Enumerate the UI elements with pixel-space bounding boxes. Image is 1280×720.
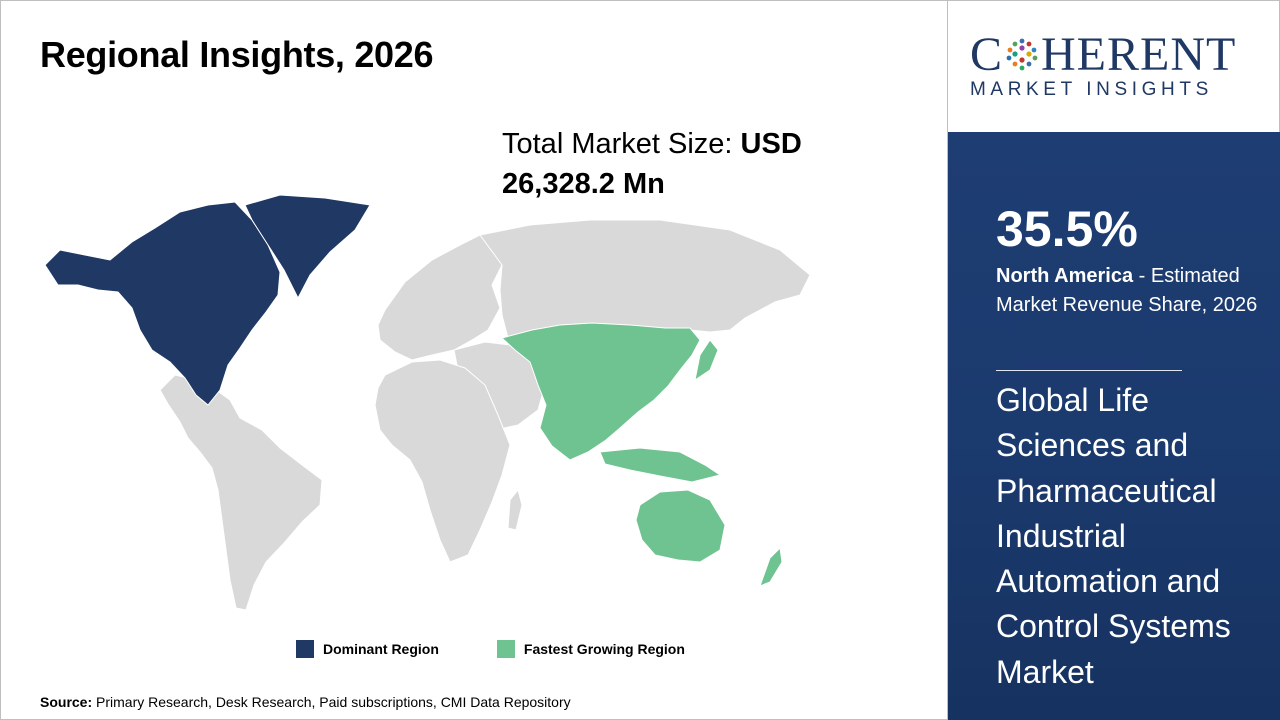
highlight-box (948, 132, 1280, 720)
map-region-madagascar (507, 488, 523, 531)
share-detail: - Estimated Market Revenue Share, 2026 (996, 265, 1258, 316)
market-size-prefix: USD (740, 128, 802, 160)
market-size-value: 26,328.2 Mn (502, 168, 665, 200)
world-map (44, 194, 811, 611)
map-region-japan (694, 339, 719, 382)
legend-swatch-dominant (296, 640, 314, 658)
legend-item-dominant: Dominant Region (296, 640, 439, 658)
logo-dot-globe-icon (1006, 38, 1038, 71)
legend-label-fastest: Fastest Growing Region (523, 641, 685, 657)
map-region-africa (374, 359, 511, 563)
map-legend: Dominant Region Fastest Growing Region (296, 640, 685, 658)
page-title: Regional Insights, 2026 (40, 34, 434, 75)
legend-swatch-fastest (496, 640, 515, 658)
map-region-latin-america (159, 374, 323, 611)
share-percent: 35.5% (996, 201, 1138, 257)
company-logo: C HERENT MARKET INSIGHTS (948, 0, 1280, 132)
source-text: Primary Research, Desk Research, Paid su… (96, 694, 571, 710)
legend-label-dominant: Dominant Region (323, 641, 439, 657)
map-region-north-america (44, 201, 281, 406)
logo-tagline: MARKET INSIGHTS (970, 79, 1213, 100)
map-region-europe (377, 234, 503, 361)
map-region-greenland (244, 194, 371, 300)
map-region-indonesia (599, 447, 722, 483)
total-market-size: Total Market Size: USD 26,328.2 Mn (502, 124, 842, 204)
source-note: Source: Primary Research, Desk Research,… (40, 694, 571, 710)
share-description: North America - Estimated Market Revenue… (996, 262, 1266, 320)
map-region-russia-central-asia (479, 219, 811, 341)
map-region-asia-pacific (500, 322, 701, 461)
legend-item-fastest: Fastest Growing Region (496, 640, 685, 658)
insight-panel: C HERENT MARKET INSIGHTS (948, 0, 1280, 720)
market-name: Global Life Sciences and Pharmaceutical … (996, 382, 1231, 690)
map-region-new-zealand (759, 546, 783, 587)
share-region: North America (996, 265, 1134, 287)
logo-wordmark: C HERENT (970, 28, 1237, 81)
source-label: Source: (40, 694, 93, 710)
panel-divider (996, 370, 1182, 371)
market-size-label: Total Market Size: (502, 128, 733, 160)
map-region-australia (635, 489, 726, 563)
